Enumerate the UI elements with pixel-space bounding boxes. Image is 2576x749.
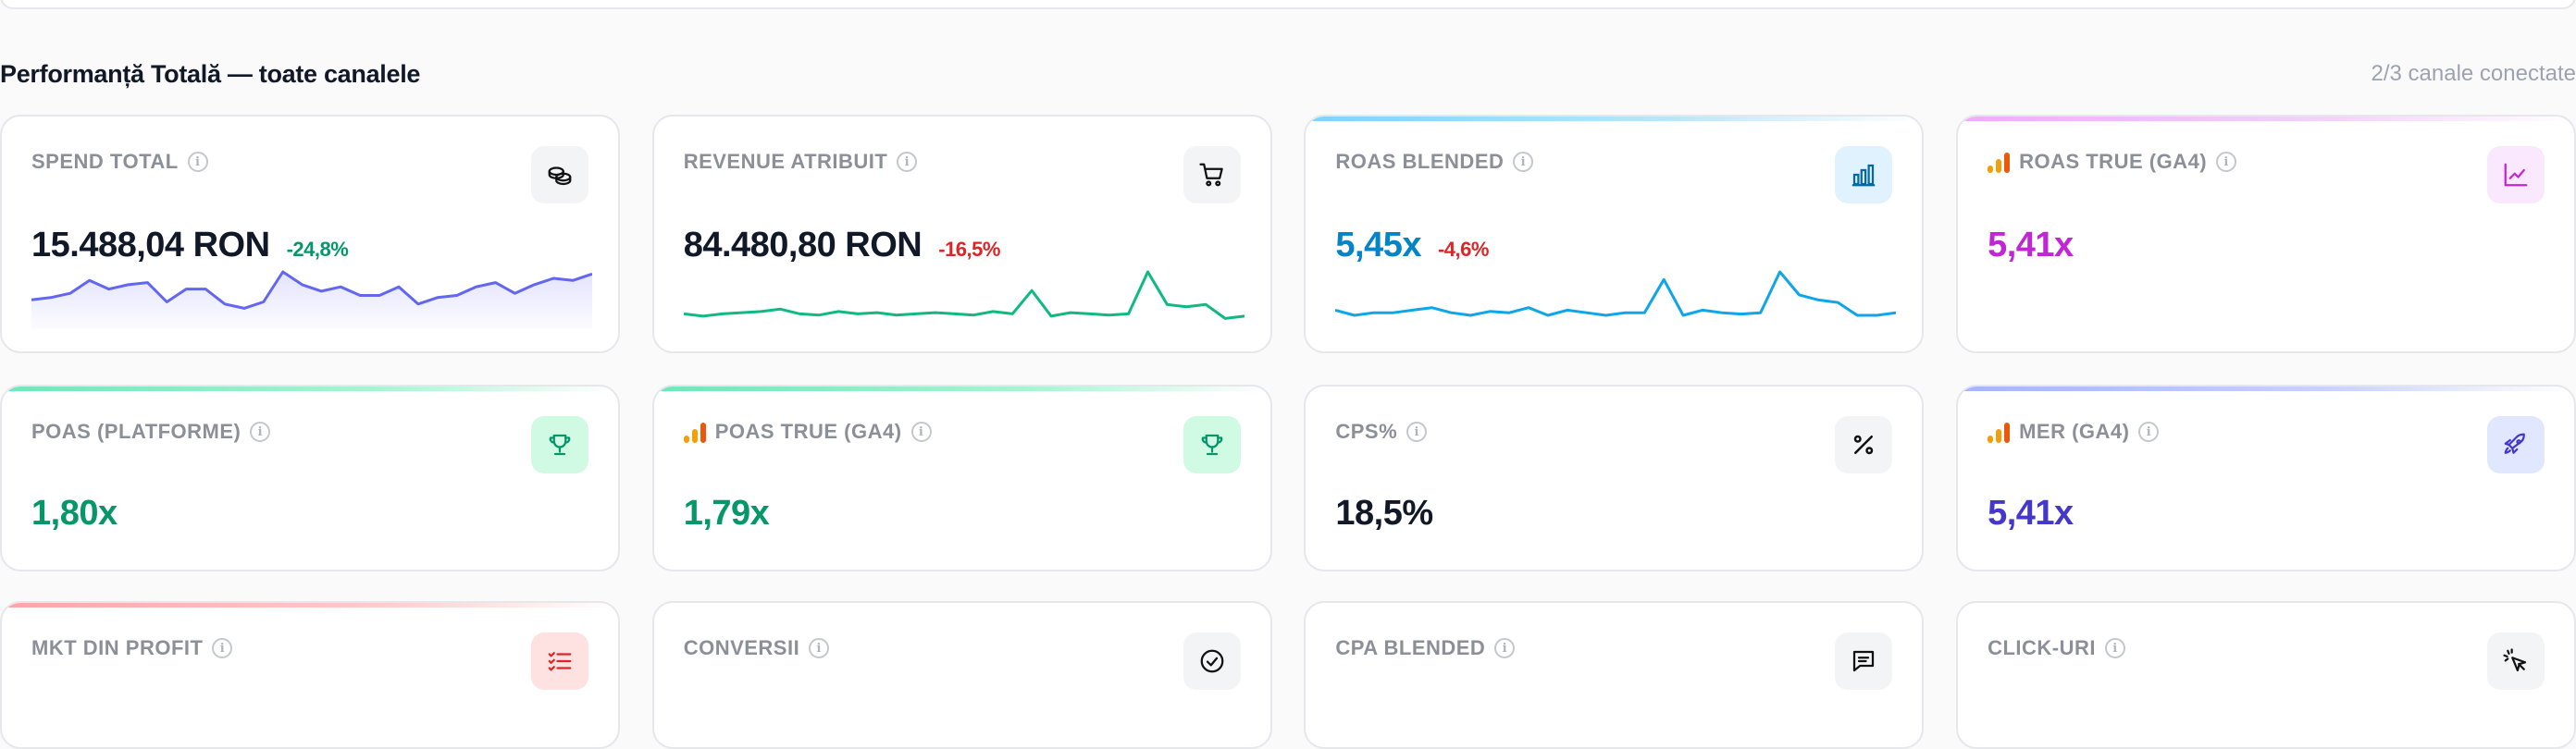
kpi-card-roas-true-ga4[interactable]: ROAS TRUE (GA4) i 5,41x (1956, 115, 2576, 353)
kpi-value: 84.480,80 RON -16,5% (684, 226, 1000, 265)
kpi-label: ROAS TRUE (GA4) i (1988, 150, 2236, 174)
trophy-icon (1183, 416, 1241, 473)
message-square-icon (1835, 632, 1892, 690)
rocket-icon (2487, 416, 2545, 473)
sparkline-line (1335, 272, 1896, 315)
kpi-card-mer-ga4[interactable]: MER (GA4) i 5,41x (1956, 385, 2576, 571)
top-panel-edge (0, 0, 2576, 9)
kpi-card-conversii[interactable]: CONVERSII i (652, 601, 1272, 749)
bar-chart-icon (1835, 146, 1892, 203)
info-icon[interactable]: i (2138, 422, 2159, 442)
kpi-label: REVENUE ATRIBUIT i (684, 150, 918, 174)
kpi-label: CPS% i (1335, 420, 1427, 444)
kpi-label: MKT DIN PROFIT i (31, 636, 232, 660)
kpi-label: MER (GA4) i (1988, 420, 2159, 444)
info-icon[interactable]: i (1494, 638, 1515, 658)
google-analytics-icon (684, 421, 706, 443)
kpi-label: SPEND TOTAL i (31, 150, 208, 174)
kpi-label: ROAS BLENDED i (1335, 150, 1533, 174)
kpi-value: 15.488,04 RON -24,8% (31, 226, 348, 265)
kpi-value: 5,45x -4,6% (1335, 226, 1489, 265)
kpi-label: POAS TRUE (GA4) i (684, 420, 932, 444)
card-accent (654, 387, 1270, 391)
kpi-card-cpa-blended[interactable]: CPA BLENDED i (1304, 601, 1924, 749)
kpi-label: CONVERSII i (684, 636, 830, 660)
kpi-label: CPA BLENDED i (1335, 636, 1515, 660)
kpi-card-click-uri[interactable]: CLICK-URI i (1956, 601, 2576, 749)
kpi-card-spend-total[interactable]: SPEND TOTAL i 15.488,04 RON -24,8% (0, 115, 620, 353)
info-icon[interactable]: i (250, 422, 270, 442)
kpi-label: POAS (PLATFORME) i (31, 420, 270, 444)
kpi-delta: -24,8% (287, 238, 349, 262)
info-icon[interactable]: i (911, 422, 932, 442)
kpi-card-poas-true-ga4[interactable]: POAS TRUE (GA4) i 1,79x (652, 385, 1272, 571)
info-icon[interactable]: i (212, 638, 232, 658)
card-accent (1958, 387, 2574, 391)
kpi-delta: -16,5% (938, 238, 1000, 262)
cart-icon (1183, 146, 1241, 203)
check-circle-icon (1183, 632, 1241, 690)
info-icon[interactable]: i (809, 638, 829, 658)
kpi-card-poas-platforme[interactable]: POAS (PLATFORME) i 1,80x (0, 385, 620, 571)
trend-up-icon (2487, 146, 2545, 203)
kpi-delta: -4,6% (1438, 238, 1489, 262)
card-accent (1306, 117, 1922, 121)
card-accent (1958, 117, 2574, 121)
kpi-value: 5,41x (1988, 226, 2074, 265)
google-analytics-icon (1988, 151, 2010, 173)
kpi-value: 1,79x (684, 494, 770, 534)
section-header: Performanță Totală — toate canalele 2/3 … (0, 55, 2576, 92)
info-icon[interactable]: i (2105, 638, 2125, 658)
kpi-card-roas-blended[interactable]: ROAS BLENDED i 5,45x -4,6% (1304, 115, 1924, 353)
card-accent (2, 603, 618, 608)
info-icon[interactable]: i (897, 152, 917, 172)
info-icon[interactable]: i (1406, 422, 1427, 442)
pointer-click-icon (2487, 632, 2545, 690)
kpi-label: CLICK-URI i (1988, 636, 2125, 660)
sparkline-area (31, 272, 592, 329)
info-icon[interactable]: i (1513, 152, 1533, 172)
coins-icon (531, 146, 588, 203)
info-icon[interactable]: i (188, 152, 208, 172)
info-icon[interactable]: i (2216, 152, 2236, 172)
kpi-value: 1,80x (31, 494, 118, 534)
kpi-card-revenue-atribuit[interactable]: REVENUE ATRIBUIT i 84.480,80 RON -16,5% (652, 115, 1272, 353)
card-accent (2, 387, 618, 391)
section-title: Performanță Totală — toate canalele (0, 60, 420, 89)
checklist-icon (531, 632, 588, 690)
connected-channels-status[interactable]: 2/3 canale conectate (2372, 61, 2576, 87)
sparkline-revenue (684, 268, 1245, 329)
kpi-card-mkt-din-profit[interactable]: MKT DIN PROFIT i (0, 601, 620, 749)
sparkline-spend (31, 268, 592, 329)
kpi-value: 18,5% (1335, 494, 1432, 534)
kpi-value: 5,41x (1988, 494, 2074, 534)
sparkline-line (684, 272, 1245, 318)
kpi-grid: SPEND TOTAL i 15.488,04 RON -24,8% REVEN… (0, 115, 2576, 749)
google-analytics-icon (1988, 421, 2010, 443)
trophy-icon (531, 416, 588, 473)
kpi-card-cps[interactable]: CPS% i 18,5% (1304, 385, 1924, 571)
percent-icon (1835, 416, 1892, 473)
sparkline-roas (1335, 268, 1896, 329)
